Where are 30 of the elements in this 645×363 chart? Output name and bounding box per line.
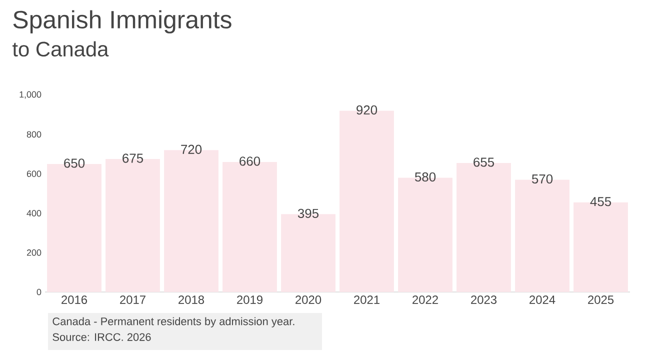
- x-tick-label: 2025: [588, 296, 614, 304]
- data-label: 455: [590, 197, 612, 206]
- x-tick-label: 2018: [178, 296, 204, 304]
- y-tick-label: 200: [26, 249, 42, 256]
- data-label: 920: [356, 105, 378, 115]
- data-label: 580: [414, 172, 436, 182]
- x-tick-label: 2017: [120, 296, 146, 304]
- data-label: 570: [532, 174, 553, 184]
- data-label: 395: [298, 208, 319, 218]
- x-tick-label: 2022: [412, 296, 438, 304]
- y-tick-label: 1,000: [20, 91, 42, 99]
- data-label: 675: [122, 154, 144, 163]
- x-tick-label: 2019: [237, 296, 262, 304]
- x-tick-label: 2023: [471, 296, 497, 304]
- data-label: 650: [64, 158, 85, 168]
- data-label: 655: [474, 158, 494, 167]
- x-tick-label: 2021: [354, 296, 380, 304]
- data-label: 660: [240, 156, 260, 166]
- data-label: 720: [181, 144, 202, 154]
- y-tick-label: 600: [26, 170, 42, 177]
- chart-title: Spanish Immigrants: [13, 10, 232, 34]
- text: Canada - Permanent residents by admission year.: [52, 317, 294, 328]
- x-tick-label: 2020: [296, 296, 322, 304]
- x-tick-label: 2016: [62, 296, 88, 304]
- y-tick-label: 800: [26, 131, 42, 138]
- y-tick-label: 0: [36, 288, 42, 296]
- y-tick-label: 400: [26, 210, 42, 216]
- source-note: Source: IRCC. 2026: [52, 333, 151, 341]
- chart-subtitle: to Canada: [12, 41, 109, 57]
- x-tick-label: 2024: [530, 296, 556, 304]
